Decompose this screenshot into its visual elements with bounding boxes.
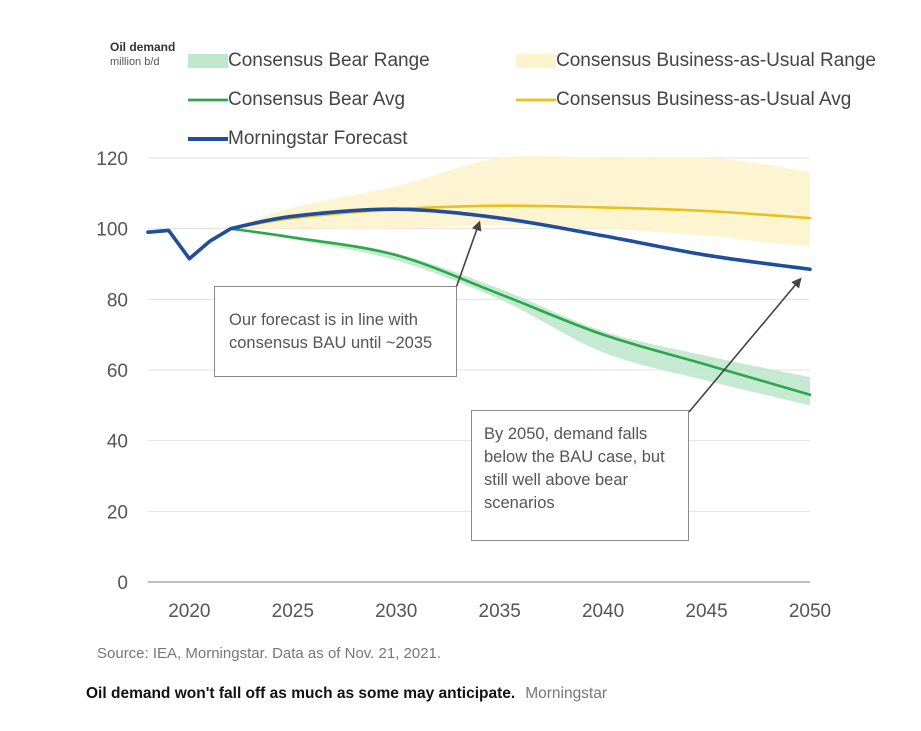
y-tick-label-0: 0 [117,573,128,594]
x-tick-label-2045: 2045 [685,601,727,622]
series-line-consensus-bear-avg [229,227,812,397]
x-tick-label-2040: 2040 [582,601,624,622]
callout-1-line-2: consensus BAU until ~2035 [229,334,433,352]
callout-bau-alignment: Our forecast is in line with consensus B… [214,286,457,377]
y-tick-label-120: 120 [96,149,128,170]
legend-label-bau-avg: Consensus Business-as-Usual Avg [556,89,852,110]
callout-1-line-1: Our forecast is in line with [229,311,418,329]
legend-label-bau-range: Consensus Business-as-Usual Range [556,50,876,71]
caption-text: Oil demand won't fall off as much as som… [86,685,516,702]
band-consensus-bear-range [230,228,810,406]
legend-swatch-consensus-bear-range [188,54,228,68]
legend-label-bear-avg: Consensus Bear Avg [228,89,406,110]
callout-2050-demand: By 2050, demand falls below the BAU case… [471,410,689,541]
legend-label-morningstar: Morningstar Forecast [228,128,408,149]
x-tick-label-2030: 2030 [375,601,417,622]
y-tick-label-20: 20 [107,502,128,523]
y-tick-label-100: 100 [96,220,128,241]
callout-2-line-4: scenarios [484,494,555,512]
annotation-arrow-1 [455,220,482,289]
y-tick-label-40: 40 [107,432,128,453]
legend-label-bear-range: Consensus Bear Range [228,50,430,71]
y-axis-title: Oil demand million b/d [110,40,175,70]
x-tick-label-2035: 2035 [479,601,521,622]
callout-2-line-3: still well above bear [484,471,628,489]
y-tick-label-80: 80 [107,290,128,311]
x-tick-label-2020: 2020 [168,601,210,622]
callout-2-line-1: By 2050, demand falls [484,425,648,443]
band-consensus-business-as-usual-range [230,155,810,247]
x-tick-label-2025: 2025 [272,601,314,622]
caption-credit: Morningstar [525,685,608,702]
y-tick-label-60: 60 [107,361,128,382]
series-line-morningstar-forecast [146,207,812,272]
y-axis-unit: million b/d [110,56,160,68]
figure-caption: Oil demand won't fall off as much as som… [86,685,607,703]
source-note: Source: IEA, Morningstar. Data as of Nov… [97,645,442,662]
y-axis-title-text: Oil demand [110,40,176,54]
legend-swatch-consensus-business-as-usual-range [516,54,556,68]
x-tick-label-2050: 2050 [789,601,831,622]
annotation-arrow-2 [688,277,802,413]
callout-2-line-2: below the BAU case, but [484,448,665,466]
